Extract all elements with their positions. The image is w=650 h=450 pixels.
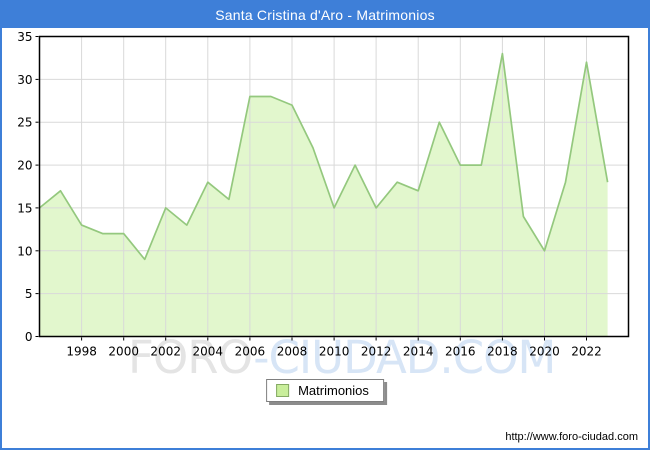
- legend-swatch: [276, 384, 290, 397]
- series-line: [38, 52, 609, 261]
- axis-ticks: [35, 36, 587, 341]
- x-tick-label: 2010: [319, 345, 350, 359]
- plot-border: [38, 35, 630, 338]
- legend: Matrimonios: [266, 379, 384, 402]
- y-tick-label: 25: [17, 116, 32, 130]
- x-tick-label: 2006: [235, 345, 266, 359]
- x-tick-label: 2012: [361, 345, 392, 359]
- y-tick-label: 5: [25, 287, 33, 301]
- x-tick-label: 2008: [277, 345, 308, 359]
- y-axis-labels: 0 5 10 15 20 25 30 35: [17, 30, 32, 344]
- x-tick-label: 2014: [403, 345, 434, 359]
- x-tick-label: 2020: [529, 345, 560, 359]
- x-tick-label: 2022: [571, 345, 602, 359]
- y-tick-label: 0: [25, 330, 33, 344]
- y-tick-label: 15: [17, 201, 32, 215]
- x-tick-label: 2004: [193, 345, 224, 359]
- y-tick-label: 20: [17, 159, 32, 173]
- gridlines: [39, 36, 629, 337]
- legend-label: Matrimonios: [298, 383, 369, 398]
- chart-title: Santa Cristina d'Aro - Matrimonios: [215, 7, 435, 23]
- y-tick-label: 10: [17, 244, 32, 258]
- x-tick-label: 2000: [108, 345, 139, 359]
- y-tick-label: 35: [17, 30, 32, 44]
- x-tick-label: 2002: [150, 345, 181, 359]
- x-axis-labels: 1998 2000 2002 2004 2006 2008 2010 2012 2014 2016…: [66, 345, 601, 359]
- x-tick-label: 2016: [445, 345, 476, 359]
- x-tick-label: 1998: [66, 345, 97, 359]
- title-bar: Santa Cristina d'Aro - Matrimonios: [2, 2, 648, 28]
- x-tick-label: 2018: [487, 345, 518, 359]
- area-fill: [39, 53, 608, 337]
- y-tick-label: 30: [17, 73, 32, 87]
- footer-url: http://www.foro-ciudad.com: [505, 431, 638, 443]
